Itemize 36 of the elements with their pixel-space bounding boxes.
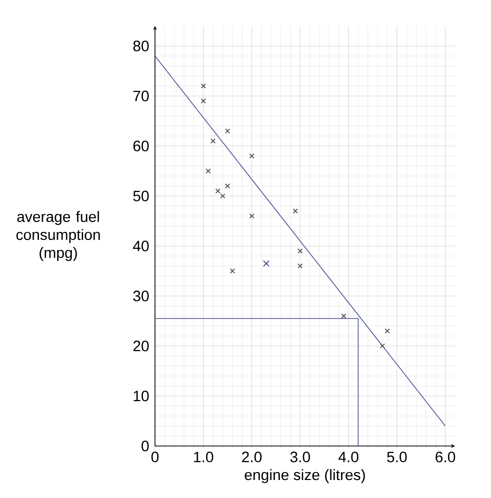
point	[206, 168, 211, 174]
point	[384, 328, 390, 334]
point	[292, 208, 298, 214]
point	[249, 153, 254, 159]
x-tick-label: 5.0	[387, 452, 407, 462]
point	[200, 83, 206, 89]
x-tick-label: 2.0	[242, 452, 262, 462]
y-tick-label: 80	[133, 40, 149, 52]
point	[298, 263, 303, 269]
point	[225, 183, 230, 189]
x-tick-label: 3.0	[290, 452, 310, 462]
point	[298, 248, 303, 254]
point	[249, 213, 254, 219]
y-tick-label: 30	[133, 290, 149, 302]
point	[215, 188, 220, 194]
point	[200, 98, 206, 104]
x-tick-label: 0	[151, 452, 159, 462]
point	[380, 343, 385, 349]
y-tick-label: 20	[133, 340, 149, 352]
y-tick-label: 0	[142, 440, 149, 452]
y-tick-label: 60	[133, 140, 149, 152]
point	[341, 313, 346, 319]
point	[230, 268, 235, 274]
x-tick-label: 4.0	[338, 452, 358, 462]
y-tick-label: 50	[133, 190, 149, 202]
point	[263, 260, 270, 267]
x-tick-label: 6.0	[436, 452, 456, 462]
y-tick-label: 40	[132, 240, 149, 252]
y-axis-title: average fuel consumption (mpg)	[16, 211, 100, 261]
y-tick-label: 10	[134, 390, 149, 402]
point	[210, 138, 216, 144]
y-tick-label: 70	[133, 90, 149, 102]
point	[220, 193, 226, 199]
x-tick-label: 1.0	[194, 452, 214, 462]
x-axis-title: engine size (litres)	[244, 469, 365, 484]
point	[225, 128, 230, 134]
